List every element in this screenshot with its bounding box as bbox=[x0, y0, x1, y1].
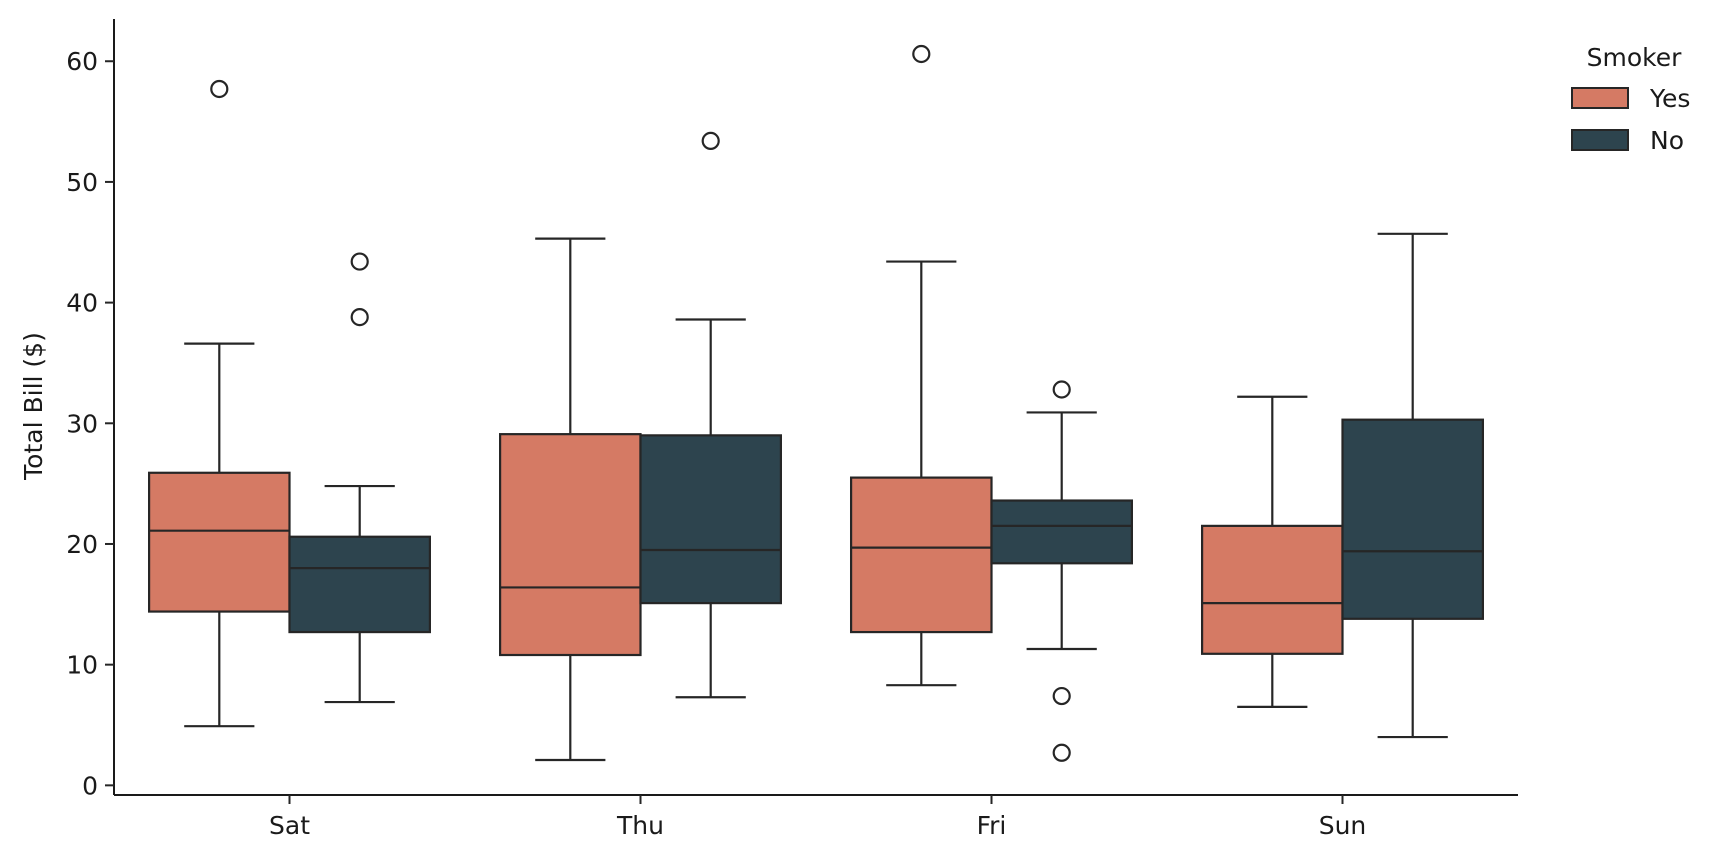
box-iqr bbox=[499, 433, 642, 657]
box-yes-sun bbox=[1200, 395, 1344, 709]
y-tick-label: 10 bbox=[66, 651, 98, 680]
outlier-point bbox=[1052, 743, 1071, 762]
x-tick-label: Fri bbox=[977, 811, 1007, 840]
outlier-point bbox=[1052, 686, 1071, 706]
legend-swatch-no bbox=[1571, 129, 1629, 151]
y-tick-label: 30 bbox=[66, 409, 98, 438]
legend-label-no: No bbox=[1650, 126, 1684, 155]
box-iqr bbox=[849, 476, 993, 634]
y-tick-label: 0 bbox=[82, 771, 98, 800]
box-yes-thu bbox=[499, 237, 642, 762]
x-axis: Sat Thu Fri Sun bbox=[114, 794, 1518, 840]
box-iqr bbox=[1200, 524, 1344, 655]
box-yes-sat bbox=[148, 79, 291, 728]
outlier-point bbox=[350, 252, 369, 271]
outlier-point bbox=[350, 307, 369, 327]
box-no-thu bbox=[639, 131, 782, 699]
box-iqr bbox=[148, 471, 291, 613]
outlier-point bbox=[912, 44, 931, 64]
y-tick-label: 40 bbox=[66, 289, 98, 318]
box-no-sun bbox=[1341, 232, 1484, 739]
legend-label-yes: Yes bbox=[1649, 84, 1690, 113]
x-tick-label: Sat bbox=[269, 811, 310, 840]
y-tick-label: 20 bbox=[66, 530, 98, 559]
x-tick-label: Thu bbox=[616, 811, 664, 840]
box-yes-fri bbox=[849, 44, 993, 687]
y-tick-label: 50 bbox=[66, 168, 98, 197]
box-iqr bbox=[1341, 418, 1484, 620]
box-iqr bbox=[639, 434, 782, 605]
y-axis: 0 10 20 30 40 50 60 bbox=[66, 19, 115, 800]
y-tick-label: 60 bbox=[66, 47, 98, 76]
legend: Smoker Yes No bbox=[1571, 43, 1690, 155]
outlier-point bbox=[210, 79, 229, 99]
x-tick-label: Sun bbox=[1319, 811, 1367, 840]
legend-swatch-yes bbox=[1571, 87, 1629, 109]
y-axis-title: Total Bill ($) bbox=[19, 332, 48, 481]
plot-area bbox=[148, 44, 1484, 762]
legend-title: Smoker bbox=[1587, 43, 1682, 72]
box-iqr bbox=[288, 535, 431, 634]
box-no-fri bbox=[990, 380, 1133, 762]
box-iqr bbox=[990, 499, 1133, 565]
box-no-sat bbox=[288, 252, 431, 704]
outlier-point bbox=[1052, 380, 1071, 399]
outlier-point bbox=[701, 131, 720, 150]
